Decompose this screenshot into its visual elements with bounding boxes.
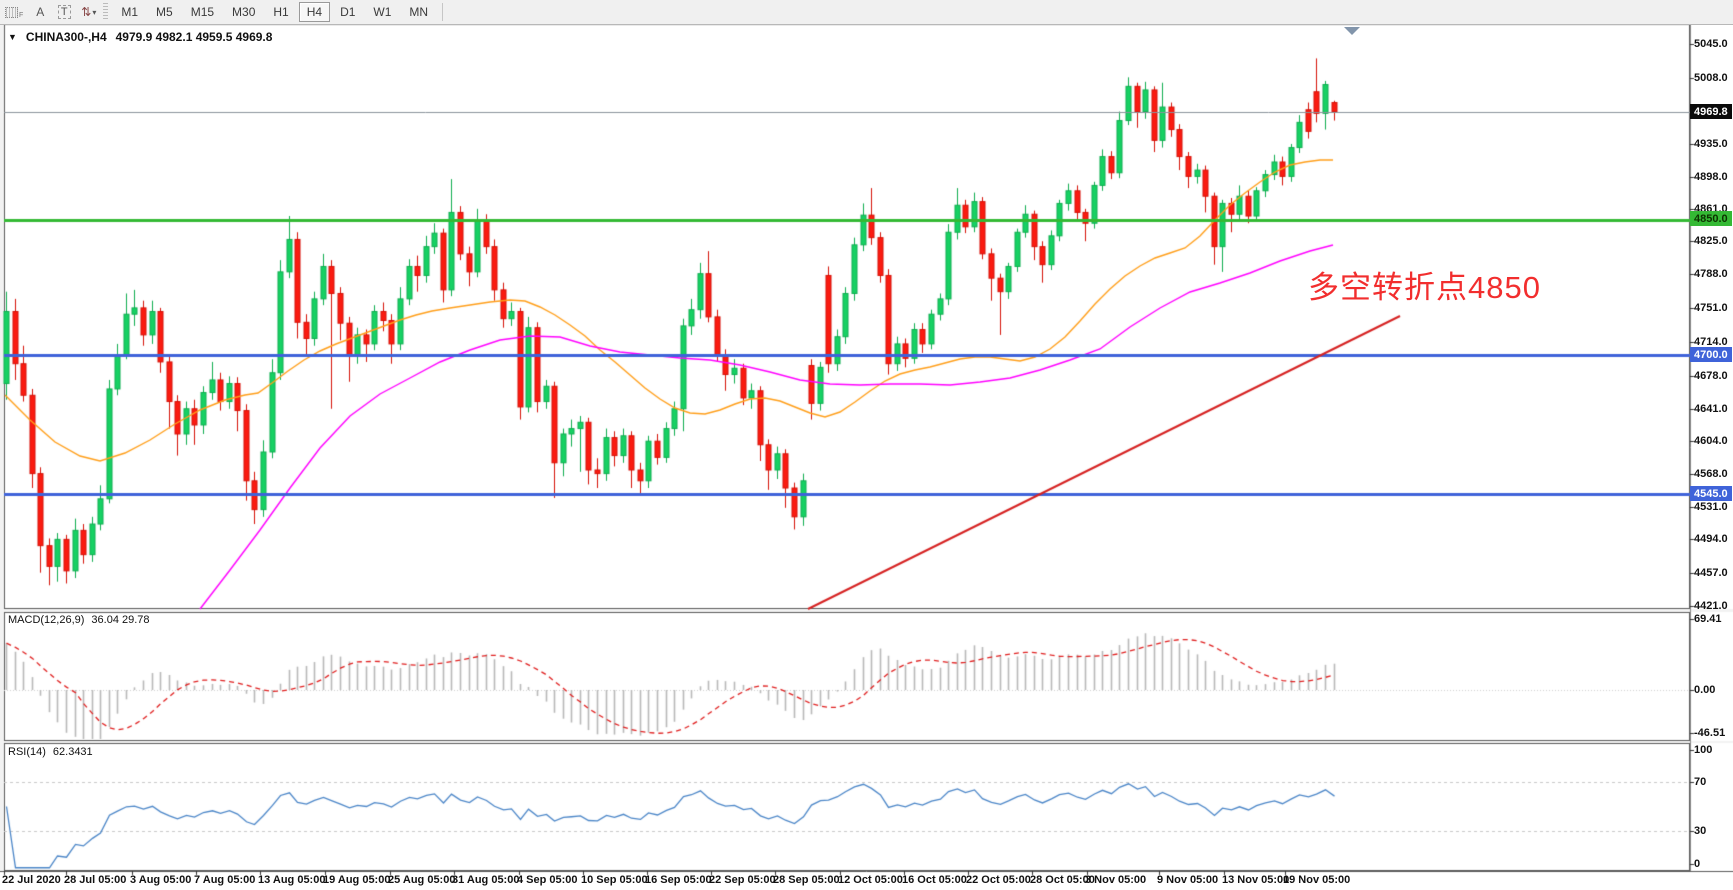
timeframe-m5[interactable]: M5	[148, 2, 181, 22]
chevron-down-icon: ▾	[92, 7, 97, 17]
chart-shift-marker-icon[interactable]	[1344, 27, 1360, 35]
macd-axis-label: 69.41	[1694, 613, 1722, 625]
rsi-axis-label: 70	[1694, 776, 1707, 788]
time-axis-label: 19 Nov 05:00	[1283, 874, 1351, 886]
price-tick-label: 4751.0	[1694, 302, 1728, 314]
rsi-axis-label: 100	[1694, 744, 1713, 756]
price-tick-label: 4531.0	[1694, 501, 1728, 513]
price-tick-label: 4825.0	[1694, 235, 1728, 247]
time-axis-label: 13 Aug 05:00	[258, 874, 326, 886]
time-axis-label: 3 Aug 05:00	[130, 874, 192, 886]
timeframe-m15[interactable]: M15	[183, 2, 222, 22]
timeframe-m30[interactable]: M30	[224, 2, 263, 22]
arrange-windows-button[interactable]: ⇅ ▾	[77, 2, 100, 22]
price-tick-label: 4641.0	[1694, 403, 1728, 415]
time-axis-label: 13 Nov 05:00	[1222, 874, 1290, 886]
time-axis-label: 16 Sep 05:00	[645, 874, 712, 886]
arrows-icon: ⇅	[81, 5, 91, 19]
price-tick-label: 4898.0	[1694, 171, 1728, 183]
timeframe-d1[interactable]: D1	[332, 2, 363, 22]
macd-label-row: MACD(12,26,9) 36.04 29.78	[8, 614, 150, 626]
time-axis-label: 28 Sep 05:00	[773, 874, 840, 886]
time-axis-label: 28 Oct 05:00	[1030, 874, 1095, 886]
price-badge-4850_0: 4850.0	[1690, 211, 1732, 226]
time-axis-label: 10 Sep 05:00	[581, 874, 648, 886]
price-tick-label: 4421.0	[1694, 600, 1728, 612]
grid-icon	[5, 6, 18, 18]
price-tick-label: 4714.0	[1694, 336, 1728, 348]
rsi-axis-label: 30	[1694, 825, 1707, 837]
crosshair-grid-icon[interactable]: F	[1, 2, 27, 22]
price-tick-label: 4494.0	[1694, 533, 1728, 545]
price-tick-label: 4935.0	[1694, 138, 1728, 150]
price-badge-4969_8: 4969.8	[1690, 104, 1732, 119]
timeframe-mn[interactable]: MN	[401, 2, 436, 22]
time-axis-label: 9 Nov 05:00	[1157, 874, 1219, 886]
time-axis-label: 28 Jul 05:00	[64, 874, 127, 886]
time-axis-label: 12 Oct 05:00	[838, 874, 903, 886]
time-axis-label: 25 Aug 05:00	[388, 874, 456, 886]
timeframe-m1[interactable]: M1	[113, 2, 146, 22]
rsi-value: 62.3431	[52, 746, 93, 758]
toolbar-grip	[103, 3, 109, 21]
toolbar: F A T ⇅ ▾ M1 M5 M15 M30 H1 H4 D1 W1 MN	[0, 0, 1733, 25]
grid-icon-letter: F	[19, 12, 24, 19]
time-axis-label: 3 Nov 05:00	[1085, 874, 1147, 886]
trend-turn-annotation: 多空转折点4850	[1308, 270, 1541, 305]
price-tick-label: 4457.0	[1694, 567, 1728, 579]
text-label-button[interactable]: T	[53, 2, 75, 22]
rsi-axis-label: 0	[1694, 858, 1701, 870]
macd-axis-label: 0.00	[1694, 684, 1716, 696]
text-box-icon: T	[57, 5, 71, 19]
price-badge-4700_0: 4700.0	[1690, 347, 1732, 362]
rsi-label: RSI(14)	[8, 746, 46, 758]
arrow-label-button[interactable]: A	[29, 2, 51, 22]
symbol-period-label: CHINA300-,H4	[25, 30, 107, 44]
symbol-dropdown-icon[interactable]: ▼	[8, 32, 17, 42]
timeframe-bar: M1 M5 M15 M30 H1 H4 D1 W1 MN	[112, 2, 437, 22]
price-tick-label: 5045.0	[1694, 38, 1728, 50]
price-tick-label: 4678.0	[1694, 370, 1728, 382]
rsi-label-row: RSI(14) 62.3431	[8, 746, 93, 758]
macd-axis-label: -46.51	[1694, 727, 1726, 739]
time-axis-label: 22 Jul 2020	[2, 874, 61, 886]
ohlc-readout: 4979.9 4982.1 4959.5 4969.8	[115, 30, 273, 44]
macd-label: MACD(12,26,9)	[8, 614, 85, 626]
time-axis-label: 22 Oct 05:00	[966, 874, 1031, 886]
toolbar-separator	[442, 3, 444, 21]
chart-title: ▼ CHINA300-,H4 4979.9 4982.1 4959.5 4969…	[8, 30, 272, 44]
macd-values: 36.04 29.78	[91, 614, 150, 626]
time-axis-label: 16 Oct 05:00	[902, 874, 967, 886]
time-axis-label: 19 Aug 05:00	[323, 874, 391, 886]
timeframe-w1[interactable]: W1	[365, 2, 399, 22]
time-axis-label: 31 Aug 05:00	[452, 874, 520, 886]
price-tick-label: 5008.0	[1694, 72, 1728, 84]
price-tick-label: 4568.0	[1694, 468, 1728, 480]
price-tick-label: 4788.0	[1694, 268, 1728, 280]
price-tick-label: 4604.0	[1694, 435, 1728, 447]
letter-a-icon: A	[36, 5, 45, 19]
price-badge-4545_0: 4545.0	[1690, 486, 1732, 501]
time-axis-label: 7 Aug 05:00	[194, 874, 256, 886]
timeframe-h1[interactable]: H1	[265, 2, 296, 22]
time-axis-label: 22 Sep 05:00	[709, 874, 776, 886]
timeframe-h4[interactable]: H4	[298, 2, 331, 22]
time-axis-label: 4 Sep 05:00	[517, 874, 578, 886]
